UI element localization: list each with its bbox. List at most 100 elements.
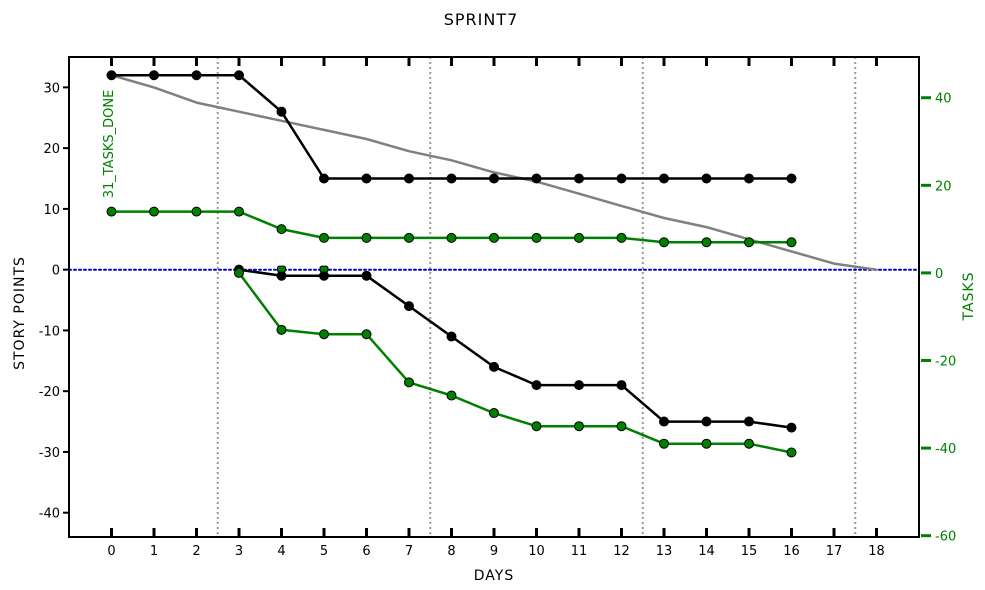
series-1-point-7 [404,232,414,243]
y2-tick-label: 0 [935,267,943,282]
series-0-point-7 [404,173,414,184]
series-1-point-13 [659,237,669,248]
series-0-point-13 [659,173,669,184]
y2-tick-label: 40 [935,92,952,107]
x-tick-label: 15 [741,544,758,559]
series-3-point-7 [531,421,542,432]
x-tick-label: 10 [528,544,545,559]
series-3-point-8 [574,421,584,432]
series-group [68,70,920,458]
y-tick-label: -20 [39,385,60,400]
x-tick-label: 5 [320,544,328,559]
y2-tick-label: 20 [935,179,952,194]
y2-tick-label: -40 [935,442,956,457]
series-1-point-12 [616,232,627,243]
series-0-point-8 [446,173,457,184]
x-tick-label: 17 [826,544,843,559]
tasks-done-annotation: 31_TASKS_DONE [102,90,117,199]
x-tick-label: 8 [447,544,455,559]
series-3-point-0 [234,267,244,278]
series-1-point-2 [191,206,202,217]
series-0-point-11 [574,173,584,184]
series-0-point-0 [106,70,117,81]
x-tick-label: 4 [277,544,285,559]
series-2-point-12 [744,416,754,427]
y-tick-label: -10 [39,324,60,339]
series-0-point-2 [191,70,202,81]
series-2-point-6 [489,361,499,372]
y-axis-label: STORY POINTS [12,256,28,370]
series-line-0 [110,73,793,180]
series-3-point-5 [446,390,457,401]
x-tick-label: 9 [490,544,498,559]
series-3-point-12 [744,438,754,449]
chart-title: SPRINT7 [444,10,519,29]
series-3-point-9 [616,421,627,432]
series-1-point-11 [574,232,584,243]
x-axis-label: DAYS [474,568,514,584]
y2-axis-ticks: 40 20 0 -20 -40 -60 [921,92,956,545]
series-0-point-12 [616,173,627,184]
x-tick-label: 16 [783,544,800,559]
series-0-point-9 [489,173,499,184]
series-3-point-13 [786,447,797,458]
y2-axis-label: TASKS [961,272,977,322]
series-0-point-4 [276,106,287,117]
series-1-point-6 [361,232,372,243]
y-tick-label: -30 [39,446,60,461]
series-0-point-6 [361,173,372,184]
series-3-point-4 [404,377,414,388]
series-1-point-1 [149,206,159,217]
y-tick-label: 10 [43,203,60,218]
y2-tick-label: -20 [935,355,956,370]
x-tick-label: 11 [571,544,588,559]
x-tick-label: 6 [362,544,370,559]
x-axis-ticks: 0 1 2 3 4 5 6 7 8 9 10 11 12 13 14 15 16 17 18 [107,57,885,559]
x-tick-label: 1 [150,544,158,559]
y-tick-label: 0 [52,264,60,279]
series-0-point-15 [744,173,754,184]
series-0-point-14 [701,173,712,184]
series-3-point-1 [276,324,287,335]
series-2-point-8 [574,380,584,391]
week-separators [216,57,857,537]
series-3-point-6 [489,408,499,419]
series-0-point-10 [531,173,542,184]
series-1-point-4 [276,224,287,235]
y-tick-label: -40 [39,507,60,522]
series-1-point-15 [744,237,754,248]
series-3-point-11 [701,438,712,449]
x-tick-label: 12 [613,544,630,559]
series-0-point-3 [234,70,244,81]
series-1-point-9 [489,232,499,243]
series-0-point-5 [319,173,329,184]
series-2-point-9 [616,380,627,391]
series-1-point-3 [234,206,244,217]
plot-frame [68,56,920,538]
series-2-point-13 [786,422,797,433]
series-3-point-2 [319,329,329,340]
series-0-point-16 [786,173,797,184]
series-2-point-10 [659,416,669,427]
x-tick-label: 18 [868,544,885,559]
x-tick-label: 13 [656,544,673,559]
x-tick-label: 3 [235,544,243,559]
series-line-2 [237,268,793,429]
x-tick-label: 14 [698,544,715,559]
series-0-point-1 [149,70,159,81]
series-1-point-8 [446,232,457,243]
y-tick-label: 20 [43,142,60,157]
series-2-point-3 [361,270,372,281]
y-tick-label: 30 [43,81,60,96]
x-tick-label: 7 [405,544,413,559]
series-line-3 [237,271,793,454]
x-tick-label: 2 [192,544,200,559]
series-1-point-14 [701,237,712,248]
series-1-point-0 [106,206,117,217]
series-3-point-10 [659,438,669,449]
series-3-point-3 [361,329,372,340]
zero-marker-1 [319,265,329,273]
zero-marker-0 [277,265,286,273]
y2-tick-label: -60 [935,530,956,545]
